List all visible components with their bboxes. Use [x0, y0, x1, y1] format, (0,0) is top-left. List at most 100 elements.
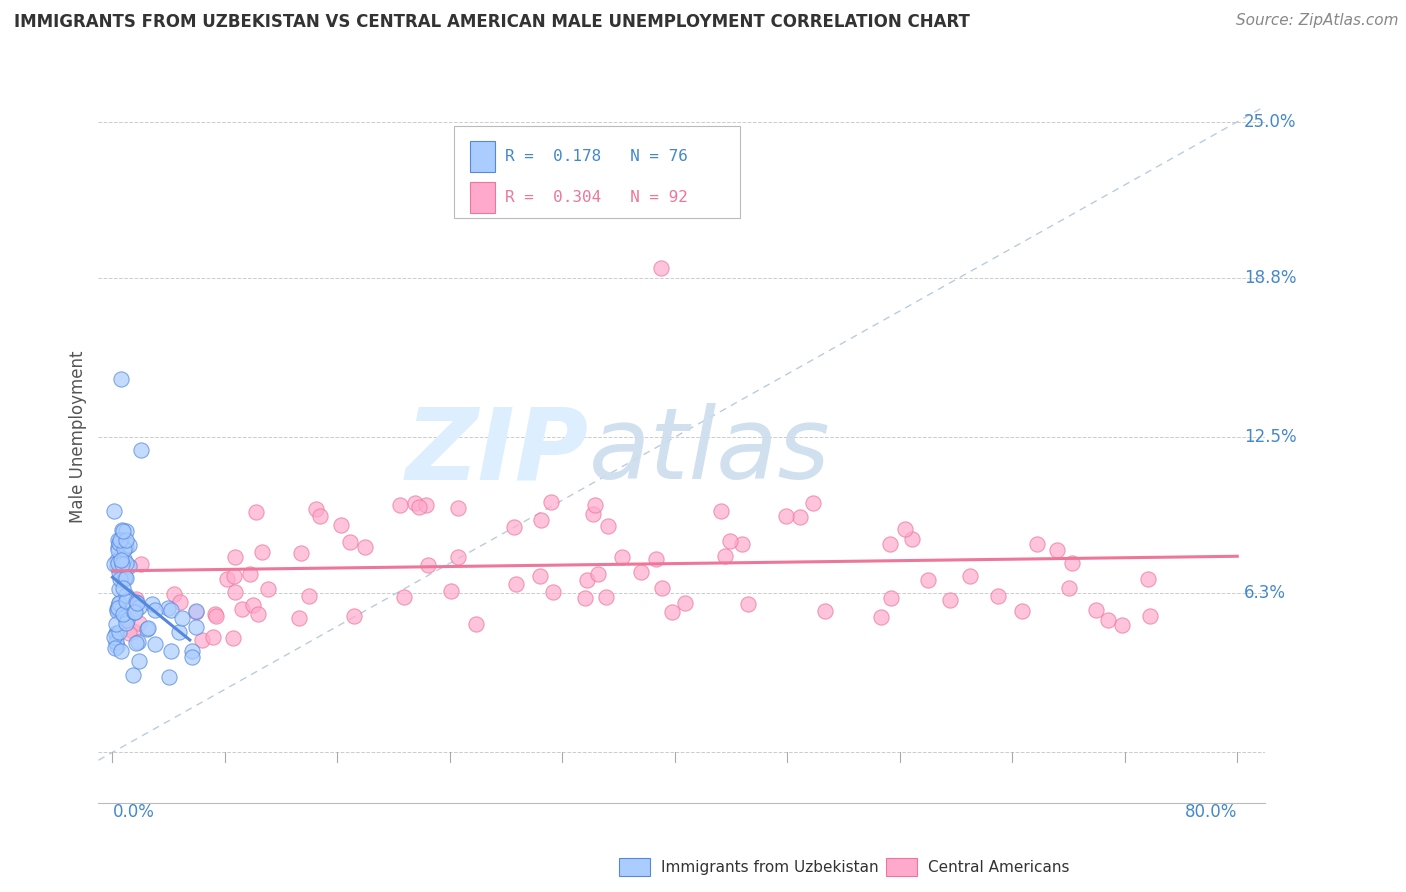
Point	[1137, 572, 1160, 586]
Point	[107, 556, 129, 570]
Point	[404, 496, 426, 510]
Point	[186, 620, 208, 634]
Point	[661, 605, 683, 619]
Point	[673, 595, 696, 609]
Point	[582, 508, 605, 522]
Point	[813, 604, 835, 618]
Point	[1025, 537, 1047, 551]
Point	[112, 524, 135, 538]
Point	[169, 595, 191, 609]
Point	[124, 605, 146, 619]
Point	[136, 621, 159, 635]
Point	[239, 567, 262, 582]
Point	[181, 649, 204, 664]
Point	[110, 372, 132, 386]
Point	[1097, 613, 1119, 627]
Point	[541, 585, 564, 599]
Point	[503, 520, 526, 534]
Text: 0.0%: 0.0%	[112, 803, 155, 821]
Point	[205, 608, 228, 623]
Point	[1062, 556, 1084, 570]
Text: Immigrants from Uzbekistan: Immigrants from Uzbekistan	[661, 860, 879, 874]
Point	[598, 518, 620, 533]
Point	[129, 442, 152, 457]
Point	[242, 598, 264, 612]
Point	[107, 624, 129, 639]
Point	[170, 611, 193, 625]
Point	[222, 631, 245, 645]
Text: R =  0.304   N = 92: R = 0.304 N = 92	[505, 190, 688, 204]
Point	[1011, 604, 1033, 618]
Text: 6.3%: 6.3%	[1244, 584, 1286, 602]
Point	[115, 533, 138, 548]
Bar	[470, 182, 495, 212]
Point	[112, 541, 135, 556]
Point	[135, 622, 157, 636]
Point	[110, 644, 132, 658]
Point	[107, 600, 129, 615]
Point	[103, 558, 125, 572]
Point	[167, 624, 190, 639]
Point	[143, 637, 166, 651]
Point	[1139, 609, 1161, 624]
Point	[122, 605, 145, 619]
Text: atlas: atlas	[589, 403, 830, 500]
Point	[447, 500, 470, 515]
Text: 12.5%: 12.5%	[1244, 428, 1296, 446]
Point	[186, 603, 208, 617]
Point	[190, 632, 212, 647]
Point	[987, 589, 1010, 603]
Point	[160, 644, 183, 658]
Point	[465, 617, 488, 632]
Point	[127, 635, 149, 649]
Point	[1046, 543, 1069, 558]
Point	[108, 566, 131, 580]
FancyBboxPatch shape	[454, 126, 741, 218]
Point	[110, 553, 132, 567]
Point	[141, 597, 163, 611]
Bar	[470, 142, 495, 172]
Point	[107, 599, 129, 614]
Point	[250, 545, 273, 559]
Point	[651, 581, 673, 595]
Point	[105, 626, 128, 640]
Point	[309, 508, 332, 523]
Point	[129, 558, 152, 572]
Point	[869, 610, 891, 624]
Point	[775, 508, 797, 523]
Point	[586, 567, 609, 582]
Point	[710, 504, 733, 518]
Point	[595, 590, 617, 604]
Point	[103, 504, 125, 518]
Point	[112, 551, 135, 566]
Point	[128, 599, 150, 614]
Point	[107, 543, 129, 558]
Text: R =  0.178   N = 76: R = 0.178 N = 76	[505, 149, 688, 164]
Point	[180, 644, 202, 658]
Point	[1057, 582, 1080, 596]
Point	[124, 636, 146, 650]
Point	[157, 600, 180, 615]
Point	[114, 610, 136, 624]
Point	[105, 553, 128, 567]
Point	[105, 634, 128, 648]
Point	[574, 591, 596, 606]
Point	[224, 585, 246, 599]
Point	[718, 534, 741, 549]
Point	[630, 565, 652, 579]
Point	[103, 641, 125, 656]
Text: Source: ZipAtlas.com: Source: ZipAtlas.com	[1236, 13, 1399, 29]
Point	[339, 534, 361, 549]
Point	[114, 616, 136, 631]
Text: 80.0%: 80.0%	[1185, 803, 1237, 821]
Point	[440, 583, 463, 598]
Point	[354, 540, 377, 554]
Point	[103, 630, 125, 644]
Point	[1085, 602, 1108, 616]
Point	[801, 496, 824, 510]
Point	[184, 605, 207, 619]
Point	[118, 559, 141, 574]
Point	[789, 510, 811, 524]
Point	[108, 582, 131, 596]
Point	[163, 587, 186, 601]
